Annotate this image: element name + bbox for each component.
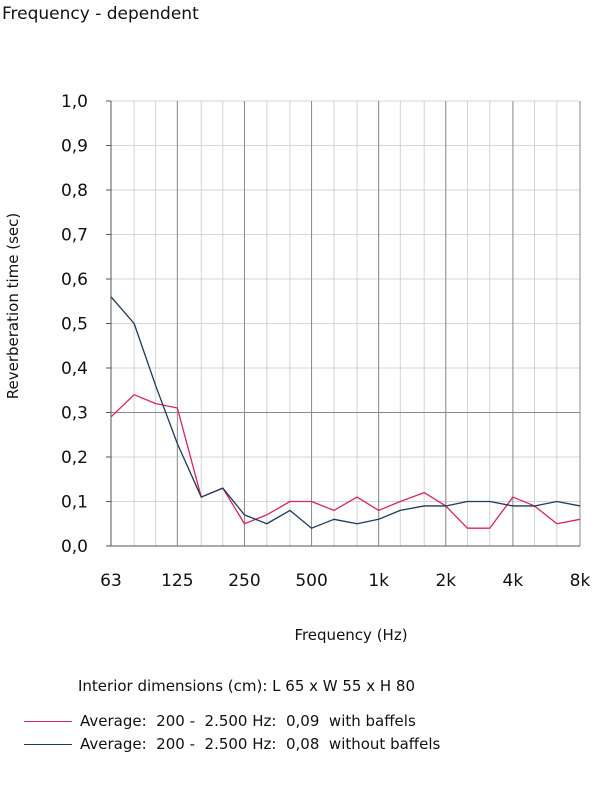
legend-item-with-baffels: Average: 200 - 2.500 Hz: 0,09 with baffe… xyxy=(24,712,416,730)
y-tick-label: 0,6 xyxy=(61,270,88,290)
x-tick-label: 125 xyxy=(161,571,193,591)
chart-title: Frequency - dependent xyxy=(2,4,199,24)
y-tick-label: 0,8 xyxy=(61,181,88,201)
x-tick-label: 1k xyxy=(368,571,389,591)
x-tick-labels: 63 125 250 500 1k 2k 4k 8k xyxy=(100,571,590,591)
y-tick-label: 0,5 xyxy=(61,315,88,335)
y-tick-label: 0,3 xyxy=(61,404,88,424)
x-tick-label: 2k xyxy=(435,571,456,591)
minor-grid xyxy=(110,100,581,547)
x-tick-label: 250 xyxy=(228,571,260,591)
y-tick-label: 0,2 xyxy=(61,448,88,468)
legend-label: Average: 200 - 2.500 Hz: 0,09 with baffe… xyxy=(80,712,416,730)
y-axis-label: Reverberation time (sec) xyxy=(4,213,22,400)
x-tick-label: 63 xyxy=(100,571,122,591)
axes xyxy=(106,100,580,547)
x-tick-label: 500 xyxy=(295,571,327,591)
y-tick-label: 0,7 xyxy=(61,226,88,246)
legend-item-without-baffels: Average: 200 - 2.500 Hz: 0,08 without ba… xyxy=(24,735,440,753)
y-tick-label: 0,0 xyxy=(61,537,88,557)
y-tick-labels: 0,0 0,1 0,2 0,3 0,4 0,5 0,6 0,7 0,8 0,9 1,0 xyxy=(61,92,88,557)
y-tick-label: 0,4 xyxy=(61,359,88,379)
x-tick-label: 8k xyxy=(570,571,591,591)
y-tick-label: 0,9 xyxy=(61,137,88,157)
y-tick-label: 0,1 xyxy=(61,493,88,513)
series-line-without-baffels xyxy=(110,296,581,529)
legend-swatch xyxy=(24,720,72,722)
legend-swatch xyxy=(24,743,72,745)
x-axis-label: Frequency (Hz) xyxy=(294,626,407,644)
legend-label: Average: 200 - 2.500 Hz: 0,08 without ba… xyxy=(80,735,441,753)
dimensions-note: Interior dimensions (cm): L 65 x W 55 x … xyxy=(78,677,416,695)
y-tick-label: 1,0 xyxy=(61,92,88,112)
series-line-with-baffels xyxy=(110,394,581,529)
x-tick-label: 4k xyxy=(503,571,524,591)
series-lines xyxy=(110,296,581,529)
